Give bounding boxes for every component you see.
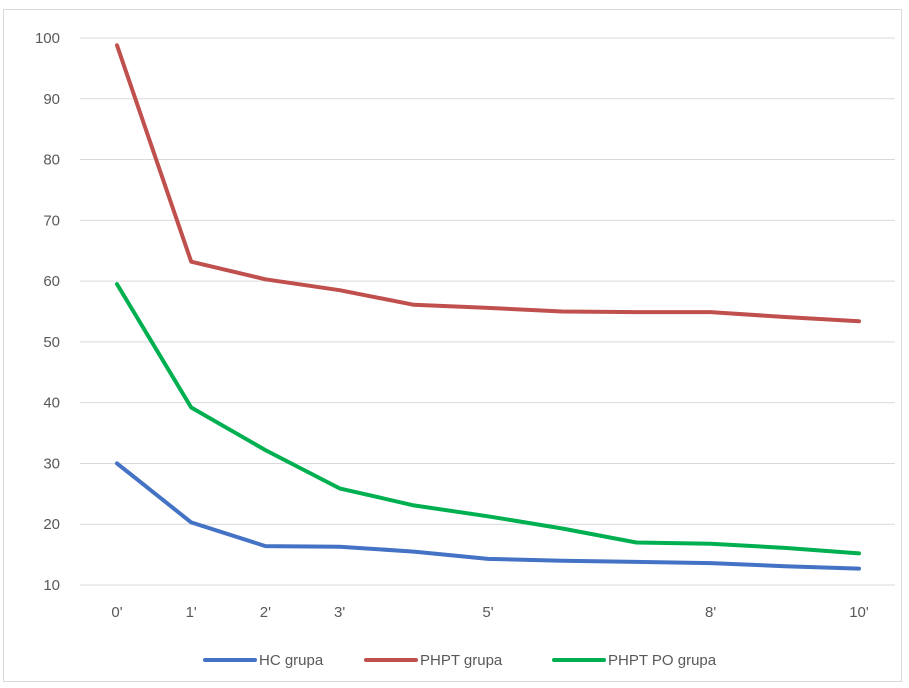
series-line-phpt-po-grupa bbox=[115, 282, 861, 556]
legend-label: PHPT grupa bbox=[420, 652, 503, 669]
y-tick-label: 80 bbox=[43, 152, 60, 169]
x-tick-label: 10' bbox=[849, 604, 869, 621]
series-line-phpt-grupa bbox=[115, 43, 861, 324]
x-tick-label: 8' bbox=[705, 604, 716, 621]
y-tick-label: 20 bbox=[43, 516, 60, 533]
series-line-hc-grupa bbox=[115, 461, 861, 571]
gridlines bbox=[80, 37, 895, 586]
y-tick-label: 70 bbox=[43, 212, 60, 229]
x-tick-label: 3' bbox=[334, 604, 345, 621]
y-tick-label: 30 bbox=[43, 455, 60, 472]
x-tick-label: 0' bbox=[111, 604, 122, 621]
x-tick-label: 1' bbox=[186, 604, 197, 621]
series-lines bbox=[115, 43, 861, 571]
y-axis-tick-labels: 10 20 30 40 50 60 70 80 90 100 bbox=[35, 30, 60, 594]
x-axis-tick-labels: 0' 1' 2' 3' 5' 8' 10' bbox=[111, 604, 869, 621]
legend-label: HC grupa bbox=[259, 652, 324, 669]
y-tick-label: 100 bbox=[35, 30, 60, 47]
y-tick-label: 60 bbox=[43, 273, 60, 290]
y-tick-label: 90 bbox=[43, 91, 60, 108]
y-tick-label: 10 bbox=[43, 577, 60, 594]
y-tick-label: 40 bbox=[43, 395, 60, 412]
x-tick-label: 5' bbox=[482, 604, 493, 621]
legend: HC grupa PHPT grupa PHPT PO grupa bbox=[203, 652, 717, 669]
x-tick-label: 2' bbox=[260, 604, 271, 621]
y-tick-label: 50 bbox=[43, 334, 60, 351]
legend-label: PHPT PO grupa bbox=[608, 652, 717, 669]
